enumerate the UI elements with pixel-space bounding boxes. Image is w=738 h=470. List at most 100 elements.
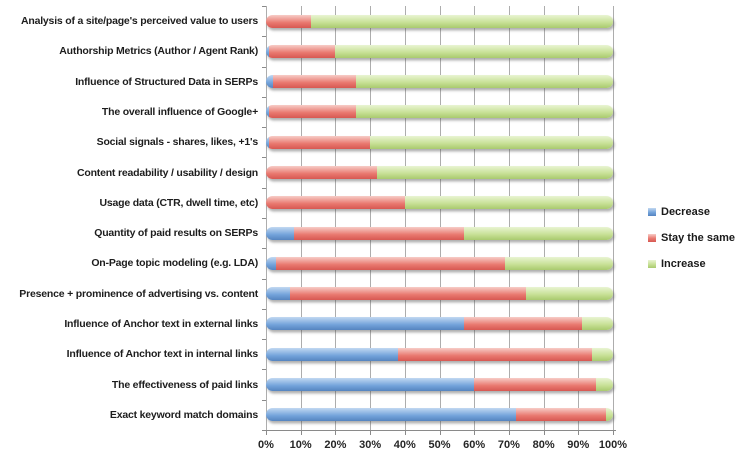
bar-row [266,248,613,278]
y-tick-mark [262,66,266,68]
legend-label-decrease: Decrease [661,205,710,218]
bar-row [266,157,613,187]
y-tick-mark [262,6,266,7]
bar-segment-stay [293,226,464,240]
stacked-bar [266,256,613,270]
x-tick-label: 10% [289,439,312,451]
legend-label-stay-the-same: Stay the same [661,231,735,244]
x-tick-mark [266,430,267,435]
category-label: The overall influence of Google+ [101,105,258,118]
gridline [508,6,510,430]
stacked-bar [266,287,613,301]
y-tick-mark [262,308,266,310]
bar-row [266,309,613,339]
stacked-bar [266,44,613,58]
stacked-bar [266,196,613,210]
bar-segment-stay [266,166,378,180]
x-tick-label: 0% [258,439,274,451]
gridline [613,6,614,430]
x-tick-label: 20% [324,439,347,451]
y-tick-mark [262,96,266,98]
gridline [578,6,580,430]
x-tick-mark [335,430,337,435]
x-tick-mark [404,430,406,435]
category-label: On-Page topic modeling (e.g. LDA) [91,257,258,270]
stacked-bar [266,378,613,392]
bar-segment-decrease [266,408,516,422]
bar-segment-stay [397,347,593,361]
bar-segment-stay [276,256,506,270]
category-label: Usage data (CTR, dwell time, etc) [99,196,258,209]
x-tick-mark [300,430,302,435]
bar-segment-stay [266,14,312,28]
bar-segment-increase [592,347,613,361]
y-tick-mark [262,339,266,341]
bar-row [266,218,613,248]
stacked-bar [266,166,613,180]
y-tick-mark [262,248,266,250]
category-axis: Analysis of a site/page's perceived valu… [0,6,258,430]
bar-segment-increase [581,317,613,331]
bar-segment-increase [595,378,613,392]
bar-segment-increase [370,135,613,149]
y-tick-mark [262,278,266,280]
y-tick-mark [262,399,266,401]
gridline [439,6,441,430]
bar-segment-decrease [266,256,277,270]
stacked-bar [266,14,613,28]
x-tick-label: 30% [359,439,382,451]
x-tick-label: 80% [532,439,555,451]
bar-segment-decrease [266,75,273,89]
stacked-bar [266,75,613,89]
bar-segment-increase [377,166,613,180]
category-label: Analysis of a site/page's perceived valu… [20,15,258,28]
category-label: Influence of Anchor text in external lin… [64,317,258,330]
bar-segment-increase [335,44,613,58]
bar-segment-decrease [266,378,475,392]
stacked-bar [266,135,613,149]
bar-segment-stay [269,135,371,149]
bar-segment-decrease [266,226,294,240]
y-tick-mark [262,36,266,38]
bar-segment-decrease [266,105,270,119]
bar-row [266,67,613,97]
stacked-bar [266,105,613,119]
legend-item-increase: Increase [648,255,735,272]
bar-rows [266,6,613,430]
x-tick-mark [578,430,580,435]
bar-segment-stay [266,196,405,210]
legend-swatch-increase [648,259,656,268]
bar-segment-stay [515,408,607,422]
gridline [543,6,545,430]
x-tick-mark [613,430,614,435]
bar-segment-stay [290,287,527,301]
category-label: Content readability / usability / design [76,166,258,179]
bar-segment-decrease [266,317,464,331]
x-tick-mark [508,430,510,435]
x-tick-label: 60% [463,439,486,451]
category-label: Influence of Structured Data in SERPs [75,75,258,88]
x-tick-label: 70% [497,439,520,451]
bar-segment-stay [474,378,596,392]
x-tick-label: 100% [598,439,628,451]
bar-segment-increase [356,105,613,119]
stacked-bar [266,347,613,361]
bar-segment-increase [505,256,613,270]
bar-segment-decrease [266,347,398,361]
category-label: Presence + prominence of advertising vs.… [19,287,258,300]
bar-row [266,188,613,218]
x-tick-mark [370,430,372,435]
category-label: Influence of Anchor text in internal lin… [66,348,259,361]
bar-segment-stay [272,75,357,89]
bar-row [266,97,613,127]
bar-row [266,369,613,399]
y-tick-mark [262,218,266,219]
stacked-bar [266,408,613,422]
bar-row [266,400,613,430]
y-tick-mark [262,157,266,159]
bar-segment-increase [463,226,613,240]
bar-segment-decrease [266,135,270,149]
bar-segment-stay [269,44,336,58]
x-tick-label: 90% [567,439,590,451]
